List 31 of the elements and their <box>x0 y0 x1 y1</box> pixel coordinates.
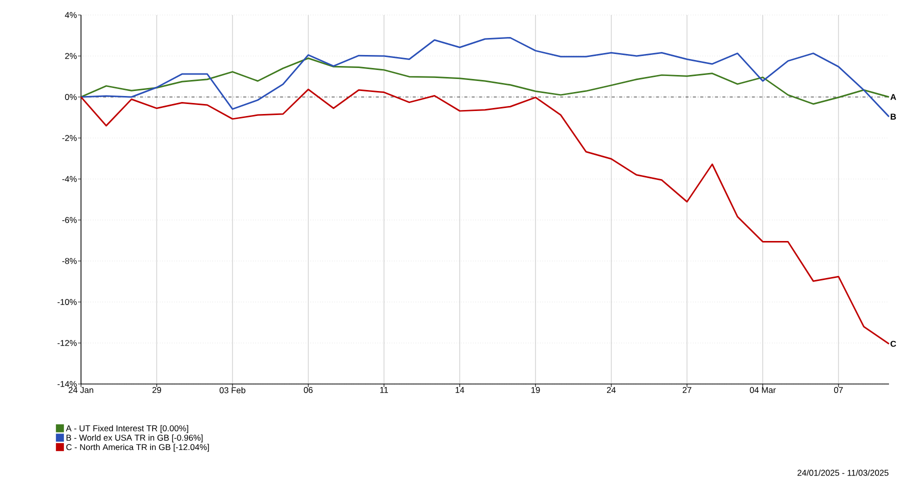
annotation: C <box>890 340 896 347</box>
x-tick-label: 03 Feb <box>220 387 246 394</box>
legend-label: A - UT Fixed Interest TR [0.00%] <box>66 425 188 433</box>
line-series <box>80 88 890 345</box>
y-tick-label: -10% <box>58 299 77 305</box>
y-tick-label: -12% <box>58 340 77 346</box>
annotation: A <box>890 94 896 100</box>
y-tick-label: 0% <box>65 94 77 100</box>
x-tick-label: 24 Jan <box>68 387 94 394</box>
y-tick-label: 2% <box>65 53 77 59</box>
x-tick-label: 07 <box>834 387 843 394</box>
x-tick-label: 19 <box>531 387 540 394</box>
y-tick-label: -4% <box>62 176 77 182</box>
y-tick-label: 4% <box>64 12 77 18</box>
x-tick-label: 24 <box>606 387 616 393</box>
y-tick-label: -14% <box>58 381 77 387</box>
y-tick-label: -2% <box>62 135 77 141</box>
x-tick-label: 29 <box>152 387 162 394</box>
y-tick-label: -6% <box>62 217 77 223</box>
legend-label: C - North America TR in GB [-12.04%] <box>66 444 209 452</box>
line-series <box>80 37 890 118</box>
x-tick-label: 27 <box>682 387 692 393</box>
x-tick-label: 11 <box>380 387 388 393</box>
y-tick-label: -8% <box>62 258 77 264</box>
annotation: B <box>890 114 896 120</box>
line-series <box>80 58 890 105</box>
x-tick-label: 04 Mar <box>750 387 776 394</box>
legend-label: B - World ex USA TR in GB [-0.96%] <box>66 434 203 442</box>
text: 24/01/2025 - 11/03/2025 <box>798 470 888 476</box>
x-tick-label: 06 <box>304 387 313 394</box>
x-tick-label: 14 <box>456 387 464 393</box>
